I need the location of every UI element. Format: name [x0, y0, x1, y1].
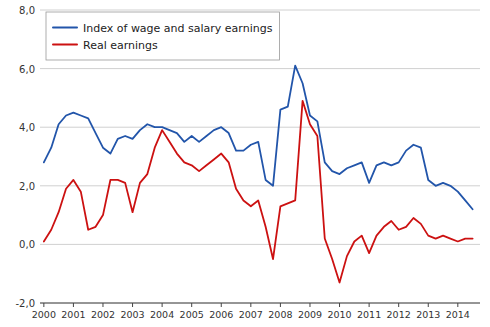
x-tick-label: 2007: [239, 309, 263, 320]
grid-line: [40, 303, 480, 304]
grid-line: [40, 127, 480, 128]
x-tick-label: 2003: [120, 309, 144, 320]
legend: Index of wage and salary earnings Real ea…: [46, 12, 279, 60]
x-tick-label: 2000: [32, 309, 56, 320]
y-tick-label: 2,0: [19, 181, 35, 192]
grid-line: [40, 244, 480, 245]
x-tick-label: 2005: [180, 309, 204, 320]
y-tick-label: 6,0: [19, 64, 35, 75]
x-tick: [309, 303, 310, 307]
x-tick: [102, 303, 103, 307]
x-tick: [280, 303, 281, 307]
grid-line: [40, 185, 480, 186]
x-tick: [132, 303, 133, 307]
x-tick-label: 2001: [61, 309, 85, 320]
legend-label: Real earnings: [83, 39, 158, 52]
y-tick-label: 0,0: [19, 239, 35, 250]
plot-area: [44, 66, 473, 283]
x-tick-label: 2011: [357, 309, 381, 320]
x-tick-label: 2013: [416, 309, 440, 320]
y-tick-label: 4,0: [19, 122, 35, 133]
chart: -2,0 0,0 2,0 4,0 6,0 8,0 2000 2001 2002 2003 2004 2…: [0, 0, 490, 327]
legend-label: Index of wage and salary earnings: [83, 22, 273, 35]
x-tick: [73, 303, 74, 307]
x-tick: [162, 303, 163, 307]
x-tick: [428, 303, 429, 307]
x-tick: [398, 303, 399, 307]
legend-frame: [46, 12, 279, 60]
x-tick: [250, 303, 251, 307]
legend-handle: [53, 27, 77, 29]
y-tick-label: -2,0: [15, 298, 35, 309]
x-tick-label: 2002: [91, 309, 115, 320]
x-tick: [339, 303, 340, 307]
x-tick-label: 2008: [268, 309, 292, 320]
x-axis-line: [40, 303, 480, 304]
x-tick-label: 2009: [298, 309, 322, 320]
x-tick: [43, 303, 44, 307]
series-line: [44, 101, 473, 283]
grid-line: [40, 10, 480, 11]
x-tick-label: 2006: [209, 309, 233, 320]
x-tick: [221, 303, 222, 307]
grid-line: [40, 68, 480, 69]
x-tick-label: 2014: [446, 309, 470, 320]
x-tick: [457, 303, 458, 307]
x-tick: [191, 303, 192, 307]
x-tick-label: 2012: [387, 309, 411, 320]
y-tick-label: 8,0: [19, 5, 35, 16]
x-tick: [369, 303, 370, 307]
x-tick-label: 2010: [327, 309, 351, 320]
legend-handle: [53, 44, 77, 46]
x-tick-label: 2004: [150, 309, 174, 320]
